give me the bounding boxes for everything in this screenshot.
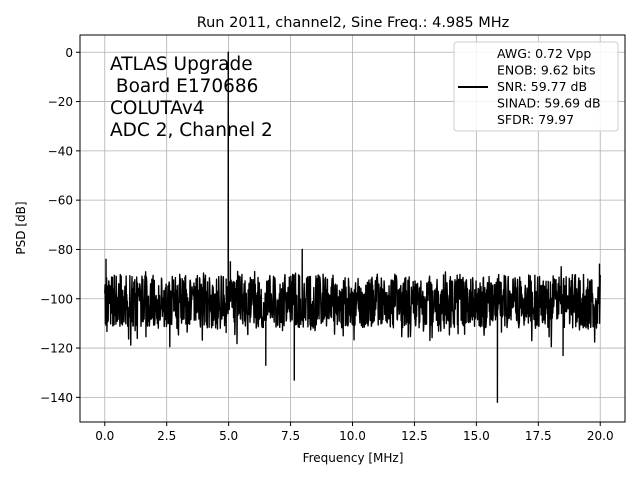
x-tick-label: 12.5 <box>401 429 428 443</box>
y-tick-label: −60 <box>48 194 73 208</box>
chart-title: Run 2011, channel2, Sine Freq.: 4.985 MH… <box>197 15 510 31</box>
legend-line-5: SFDR: 79.97 <box>497 112 574 127</box>
annotation-line-2: Board E170686 <box>110 76 258 97</box>
x-tick-label: 5.0 <box>219 429 238 443</box>
annotation-line-3: COLUTAv4 <box>110 98 205 119</box>
legend-line-2: ENOB: 9.62 bits <box>497 63 595 78</box>
legend-box <box>453 41 619 132</box>
y-tick-label: −40 <box>48 144 73 158</box>
annotation-line-4: ADC 2, Channel 2 <box>110 120 273 141</box>
y-tick-label: 0 <box>65 46 73 60</box>
x-axis-ticks: 0.0 2.5 5.0 7.5 10.0 12.5 15.0 17.5 20.0 <box>95 422 614 443</box>
legend-line-3: SNR: 59.77 dB <box>497 79 587 94</box>
x-tick-label: 0.0 <box>95 429 114 443</box>
x-tick-label: 7.5 <box>281 429 300 443</box>
y-tick-label: −20 <box>48 95 73 109</box>
legend: AWG: 0.72 Vpp ENOB: 9.62 bits SNR: 59.77… <box>453 41 619 132</box>
psd-series-line <box>104 51 601 403</box>
annotation-block: ATLAS Upgrade Board E170686 COLUTAv4 ADC… <box>110 54 273 141</box>
y-tick-label: −120 <box>40 342 73 356</box>
x-axis-label: Frequency [MHz] <box>303 451 404 465</box>
legend-line-1: AWG: 0.72 Vpp <box>497 46 591 61</box>
y-tick-label: −140 <box>40 391 73 405</box>
y-axis-label: PSD [dB] <box>14 201 28 254</box>
x-tick-label: 2.5 <box>157 429 176 443</box>
x-tick-label: 20.0 <box>587 429 614 443</box>
y-axis-ticks: 0 −20 −40 −60 −80 −100 −120 −140 <box>40 46 80 405</box>
y-tick-label: −80 <box>48 243 73 257</box>
x-tick-label: 17.5 <box>525 429 552 443</box>
x-tick-label: 10.0 <box>339 429 366 443</box>
x-tick-label: 15.0 <box>463 429 490 443</box>
annotation-line-1: ATLAS Upgrade <box>110 54 253 75</box>
series-layer <box>104 51 601 403</box>
legend-line-4: SINAD: 59.69 dB <box>497 96 601 111</box>
y-tick-label: −100 <box>40 292 73 306</box>
